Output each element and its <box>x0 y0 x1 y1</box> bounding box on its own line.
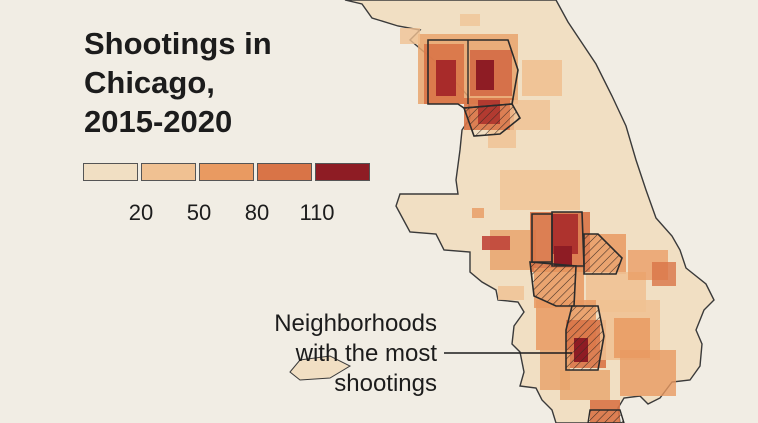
legend-swatch <box>83 163 138 181</box>
south-neighborhood-outline <box>529 261 577 307</box>
north-west-neighborhood-outline <box>462 103 522 137</box>
south-neighborhood-outline <box>565 305 605 371</box>
title-line: 2015-2020 <box>84 104 233 139</box>
title-line: Shootings in <box>84 26 272 61</box>
legend-swatch <box>141 163 196 181</box>
legend-ticks: 20 50 80 110 <box>83 200 383 230</box>
annotation-line: shootings <box>334 370 437 397</box>
annotation-line: Neighborhoods <box>274 310 437 337</box>
legend-swatch <box>315 163 370 181</box>
legend-tick-label: 110 <box>299 200 335 225</box>
neighborhood-annotation: Neighborhoods with the most shootings <box>205 309 437 399</box>
city-land <box>289 355 352 381</box>
annotation-line: with the most <box>295 340 437 367</box>
legend-swatch <box>257 163 312 181</box>
legend-color-bar <box>83 163 373 181</box>
map-title: Shootings in Chicago, 2015-2020 <box>84 24 344 141</box>
title-line: Chicago, <box>84 65 215 100</box>
south-neighborhood-outline <box>583 233 623 275</box>
legend-tick-label: 20 <box>128 200 154 225</box>
legend-tick-label: 50 <box>186 200 212 225</box>
legend-tick-label: 80 <box>244 200 270 225</box>
south-neighborhood-outline <box>587 409 625 423</box>
legend-swatch <box>199 163 254 181</box>
